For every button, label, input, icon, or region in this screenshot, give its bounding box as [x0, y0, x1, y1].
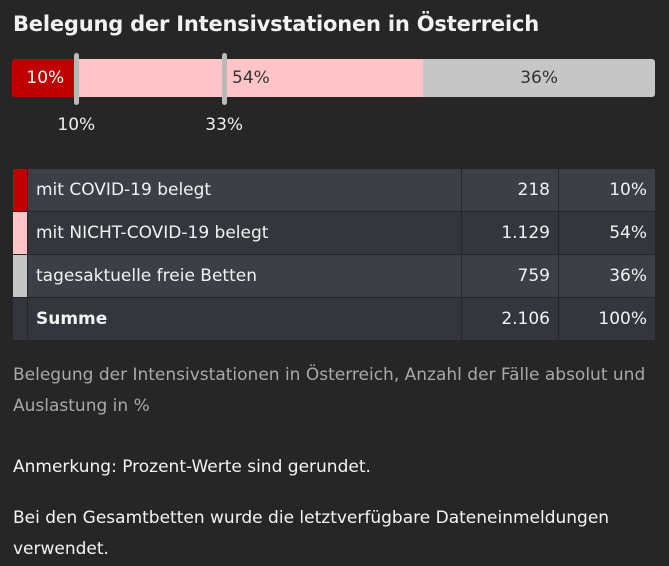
row-percent: 10%: [558, 168, 656, 212]
row-absolute: 218: [461, 168, 559, 212]
legend-swatch-noncovid: [12, 211, 28, 255]
row-percent: 36%: [558, 254, 656, 298]
bar-segment-covid[interactable]: 10%: [12, 59, 79, 97]
sum-absolute: 2.106: [461, 297, 559, 341]
row-label: tagesaktuelle freie Betten: [27, 254, 462, 298]
legend-swatch-covid: [12, 168, 28, 212]
row-label: mit NICHT-COVID-19 belegt: [27, 211, 462, 255]
sum-label: Summe: [27, 297, 462, 341]
table-row: mit COVID-19 belegt 218 10%: [12, 168, 656, 212]
table-row: mit NICHT-COVID-19 belegt 1.129 54%: [12, 211, 656, 255]
note-total-beds: Bei den Gesamtbetten wurde die letztverf…: [13, 508, 610, 559]
table-row: tagesaktuelle freie Betten 759 36%: [12, 254, 656, 298]
marker-line-10: [73, 53, 79, 105]
sum-percent: 100%: [558, 297, 656, 341]
row-absolute: 1.129: [461, 211, 559, 255]
bar-segment-free[interactable]: 36%: [423, 59, 655, 97]
row-label: mit COVID-19 belegt: [27, 168, 462, 212]
bar-segment-noncovid[interactable]: 54%: [78, 59, 424, 97]
sum-swatch: [12, 297, 28, 341]
note-rounding: Anmerkung: Prozent-Werte sind gerundet.: [13, 457, 371, 477]
chart-caption: Belegung der Intensivstationen in Österr…: [13, 365, 646, 416]
bar-label-free: 36%: [520, 68, 559, 88]
table-row-sum: Summe 2.106 100%: [12, 297, 656, 341]
marker-line-33: [221, 53, 227, 105]
bar-label-noncovid: 54%: [232, 68, 270, 88]
bar-label-covid: 10%: [26, 68, 65, 88]
marker-label-10: 10%: [57, 115, 96, 135]
row-percent: 54%: [558, 211, 656, 255]
row-absolute: 759: [461, 254, 559, 298]
data-table: mit COVID-19 belegt 218 10% mit NICHT-CO…: [12, 168, 656, 341]
stacked-bar: 10% 54% 36%: [12, 59, 655, 97]
marker-label-33: 33%: [205, 115, 244, 135]
chart-title: Belegung der Intensivstationen in Österr…: [13, 12, 539, 36]
legend-swatch-free: [12, 254, 28, 298]
